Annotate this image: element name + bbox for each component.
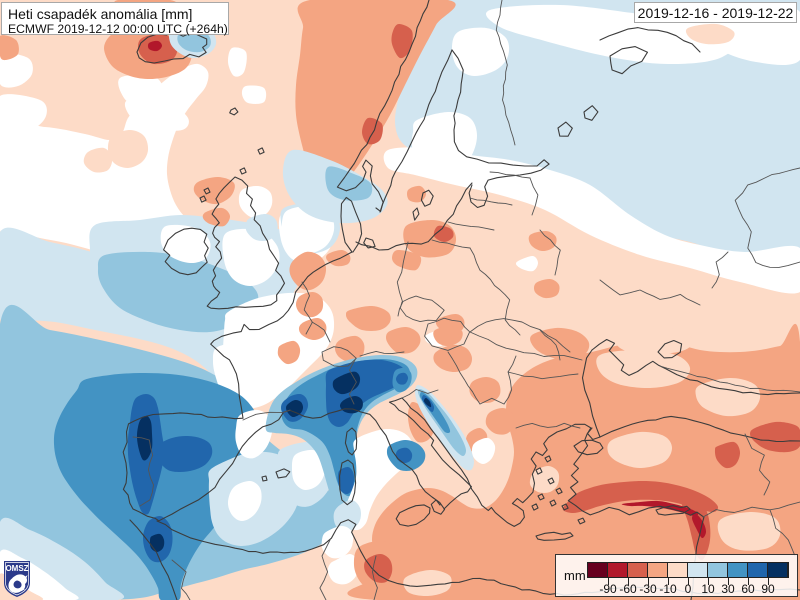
svg-text:OMSZ: OMSZ: [5, 564, 28, 573]
